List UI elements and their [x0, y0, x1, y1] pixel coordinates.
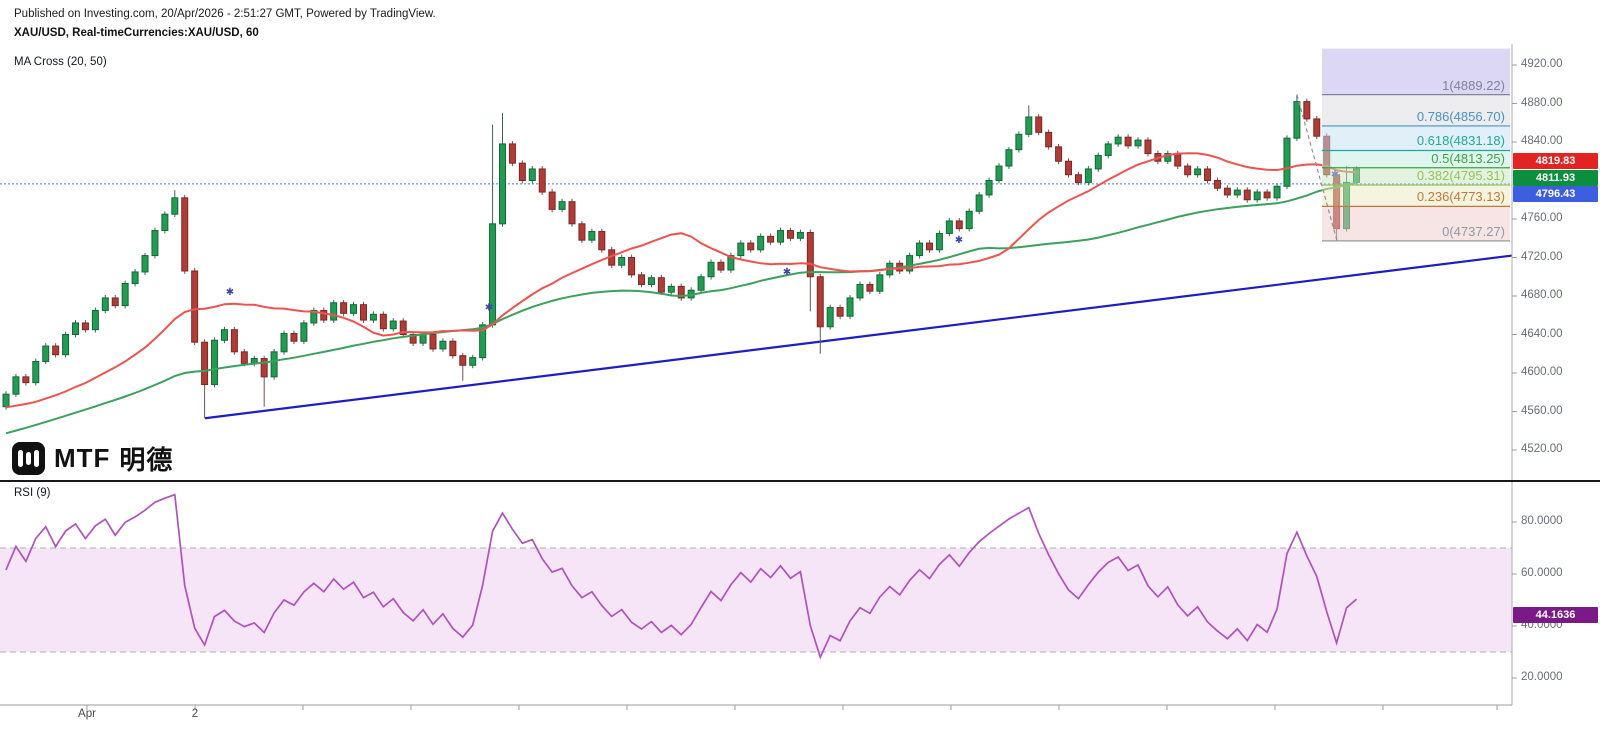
price-axis-tick: 4880.00: [1521, 96, 1563, 109]
price-axis-tick: 4920.00: [1521, 58, 1563, 70]
last-price-badge: 4796.43: [1513, 186, 1598, 203]
last-price-badge: 4811.93: [1513, 169, 1598, 186]
price-axis-tick: 4560.00: [1521, 404, 1563, 417]
last-price-badge: 4819.83: [1513, 153, 1598, 170]
price-axis-tick: 4760.00: [1521, 212, 1563, 224]
mtf-logo-icon: [12, 441, 45, 475]
price-axis-tick: 4520.00: [1521, 443, 1563, 455]
price-axis-tick: 4720.00: [1521, 250, 1563, 263]
rsi-axis-tick: 20.0000: [1521, 671, 1563, 683]
svg-text:✱: ✱: [783, 267, 791, 278]
rsi-axis-tick: 80.0000: [1521, 515, 1563, 527]
price-axis-tick: 4600.00: [1521, 366, 1563, 378]
mtf-logo-text: MTF: [54, 442, 111, 473]
time-axis-label: 2: [191, 708, 199, 720]
published-attribution-text: Published on Investing.com, 20/Apr/2026 …: [14, 8, 436, 20]
price-axis-tick: 4680.00: [1521, 289, 1563, 301]
symbol-title: XAU/USD, Real-timeCurrencies:XAU/USD, 60: [14, 27, 259, 39]
svg-text:✱: ✱: [485, 303, 493, 314]
svg-text:✱: ✱: [955, 235, 963, 246]
rsi-value-badge: 44.1636: [1513, 607, 1598, 624]
ma-cross-indicator-label: MA Cross (20, 50): [14, 56, 107, 68]
rsi-axis-tick: 60.0000: [1521, 567, 1563, 579]
rsi-indicator-label: RSI (9): [14, 487, 51, 499]
mtf-logo-cjk-text: 明德: [119, 444, 174, 475]
time-axis-label: Apr: [78, 708, 96, 720]
svg-text:✱: ✱: [226, 287, 234, 298]
mtf-logo: MTF 明德: [12, 440, 173, 476]
price-axis-tick: 4840.00: [1521, 135, 1563, 147]
price-axis-tick: 4640.00: [1521, 327, 1563, 340]
